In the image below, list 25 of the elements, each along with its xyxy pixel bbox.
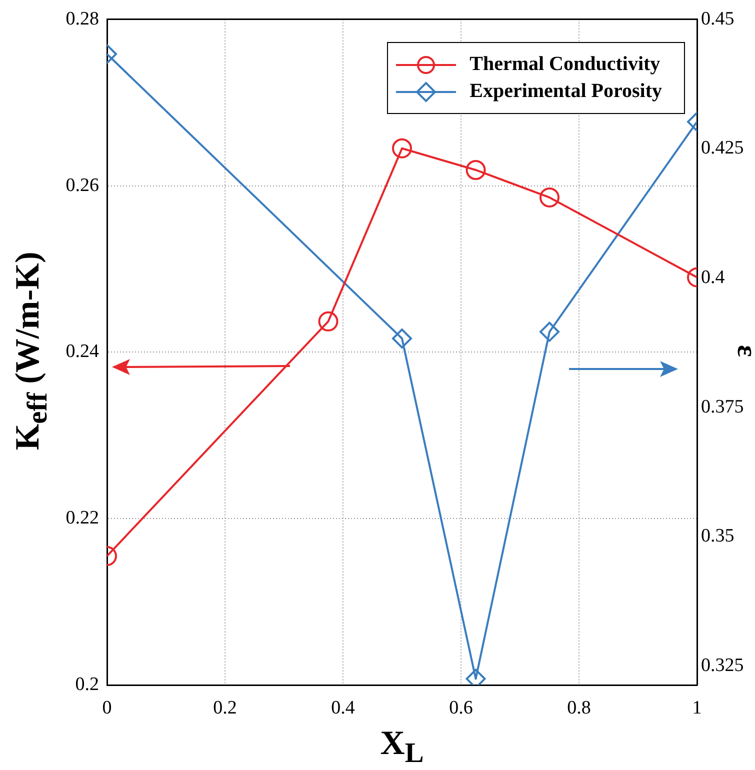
y2-tick-label: 0.325 [701, 654, 744, 676]
x-tick-label: 0.6 [449, 697, 473, 718]
y2-tick-label: 0.4 [701, 266, 726, 288]
y-tick-label: 0.22 [66, 508, 99, 529]
x-axis-title: X$_{L}$ [379, 725, 425, 770]
y-tick-label: 0.24 [66, 341, 100, 362]
y2-tick-label: 0.375 [701, 396, 744, 418]
point [318, 311, 338, 332]
x-tick-label: 0 [102, 697, 112, 718]
y-tick-label: 0.2 [75, 674, 99, 695]
point [392, 328, 412, 348]
legend-label: Experimental Porosity [470, 80, 662, 103]
y2-tick-label: 0.45 [701, 8, 734, 30]
x-tick-label: 0.4 [331, 697, 356, 718]
y-tick-label: 0.26 [66, 174, 99, 196]
point [466, 160, 486, 180]
x-tick-label: 1 [692, 697, 702, 718]
y-tick-label: 0.28 [66, 8, 99, 30]
y2-tick-label: 0.35 [701, 526, 734, 547]
x-tick-label: 0.2 [213, 697, 237, 718]
y2-tick-label: 0.425 [701, 138, 744, 159]
point [392, 138, 412, 158]
x-tick-label: 0.8 [567, 697, 591, 718]
legend-label: Thermal Conductivity [470, 53, 660, 76]
y2-axis-title: ε [730, 345, 755, 357]
